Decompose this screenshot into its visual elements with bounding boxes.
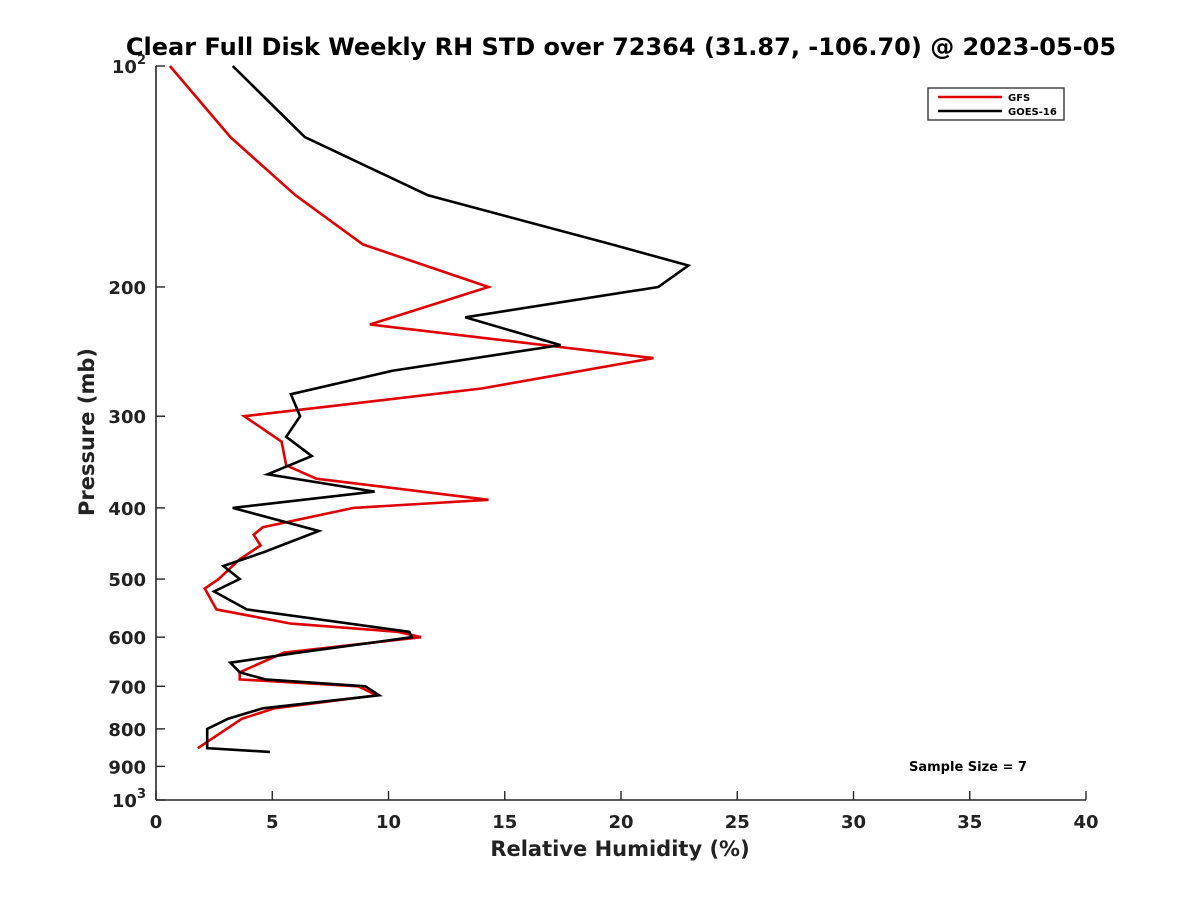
x-tick-label: 35: [957, 812, 982, 833]
y-tick-label: 300: [108, 407, 146, 428]
x-ticks: 0 5 10 15 20 25 30 35 40: [150, 791, 1099, 833]
y-tick-label: 700: [108, 677, 146, 698]
x-tick-label: 20: [608, 812, 633, 833]
y-tick-label: 600: [108, 628, 146, 649]
legend: GFS GOES-16: [927, 87, 1065, 121]
x-tick-label: 40: [1073, 812, 1098, 833]
y-tick-label: 500: [108, 570, 146, 591]
x-tick-label: 10: [376, 812, 401, 833]
x-tick-label: 0: [150, 812, 163, 833]
x-tick-label: 5: [266, 812, 279, 833]
y-tick-label: 900: [108, 757, 146, 778]
x-tick-label: 25: [725, 812, 750, 833]
sample-size-annotation: Sample Size = 7: [909, 760, 1027, 775]
y-tick-label: 102: [112, 53, 146, 78]
y-tick-label: 200: [108, 278, 146, 299]
x-tick-label: 15: [492, 812, 517, 833]
axes: [155, 66, 1086, 801]
series-lines: [168, 65, 692, 754]
series-line-goes-16: [205, 65, 692, 754]
chart-title: Clear Full Disk Weekly RH STD over 72364…: [126, 33, 1116, 61]
y-ticks: 102 200 300 400 500 600 700 800 900 103: [108, 53, 165, 812]
x-tick-label: 30: [841, 812, 866, 833]
legend-label: GOES-16: [1008, 107, 1057, 118]
x-axis-label: Relative Humidity (%): [490, 837, 749, 861]
series-line-gfs: [168, 65, 654, 750]
y-tick-label: 103: [112, 787, 146, 812]
y-axis-label: Pressure (mb): [75, 348, 99, 516]
legend-label: GFS: [1008, 93, 1030, 104]
y-tick-label: 800: [108, 720, 146, 741]
legend-box: [927, 87, 1065, 121]
y-tick-label: 400: [108, 499, 146, 520]
